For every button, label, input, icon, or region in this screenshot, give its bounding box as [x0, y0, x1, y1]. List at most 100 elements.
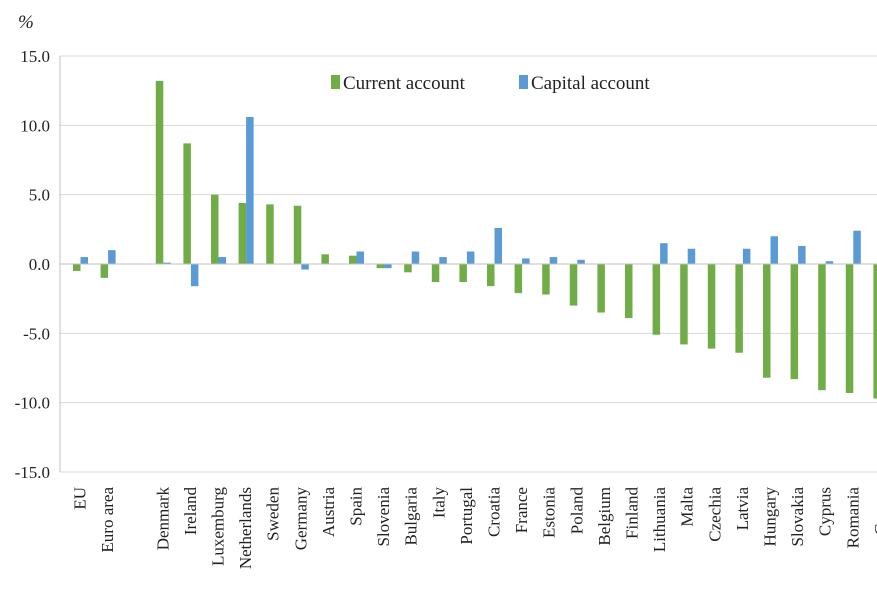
category-label-bulgaria: Bulgaria	[402, 487, 421, 546]
bar-current-account-malta	[680, 264, 688, 345]
bar-capital-account-denmark	[163, 262, 171, 264]
bar-current-account-france	[514, 264, 523, 294]
category-label-estonia: Estonia	[540, 487, 559, 538]
bar-current-account-poland	[569, 264, 578, 306]
bar-capital-account-lithuania	[660, 243, 668, 264]
category-label-portugal: Portugal	[457, 487, 476, 545]
category-label-france: France	[512, 487, 531, 533]
category-label-romania: Romania	[843, 487, 862, 549]
bar-capital-account-netherlands	[246, 117, 254, 264]
bars	[73, 80, 877, 399]
category-label-cyprus: Cyprus	[816, 487, 835, 536]
bar-capital-account-france	[522, 258, 530, 264]
category-label-lithuania: Lithuania	[650, 487, 669, 553]
bar-current-account-germany	[293, 205, 302, 264]
bar-current-account-greece	[873, 264, 877, 399]
y-tick-label: -5.0	[23, 324, 50, 343]
bar-current-account-latvia	[735, 264, 743, 353]
bar-capital-account-romania	[853, 230, 861, 264]
bar-current-account-belgium	[597, 264, 605, 313]
bar-current-account-spain	[349, 255, 357, 264]
category-label-spain: Spain	[347, 487, 366, 526]
category-label-luxemburg: Luxemburg	[209, 487, 228, 567]
category-label-italy: Italy	[429, 487, 448, 519]
category-label-denmark: Denmark	[153, 487, 172, 551]
category-label-hungary: Hungary	[761, 487, 780, 547]
category-label-slovakia: Slovakia	[788, 487, 807, 547]
category-label-belgium: Belgium	[595, 487, 614, 546]
y-axis-unit-label: %	[18, 12, 34, 33]
legend-swatch-capital-account	[519, 75, 528, 89]
bar-capital-account-malta	[687, 248, 696, 264]
gridlines	[60, 55, 877, 473]
bar-capital-account-slovenia	[384, 264, 392, 269]
bar-capital-account-croatia	[494, 227, 502, 264]
category-label-finland: Finland	[623, 487, 642, 539]
legend: Current account Capital account	[331, 73, 650, 94]
bar-capital-account-poland	[577, 259, 585, 264]
legend-label-capital-account: Capital account	[531, 73, 650, 94]
bar-capital-account-latvia	[742, 248, 751, 264]
category-label-germany: Germany	[291, 487, 310, 551]
y-tick-label: -10.0	[15, 394, 50, 413]
category-label-ireland: Ireland	[181, 487, 200, 536]
bar-current-account-sweden	[266, 204, 274, 264]
bar-current-account-italy	[431, 264, 440, 283]
category-label-latvia: Latvia	[733, 487, 752, 531]
axes	[59, 56, 877, 472]
bar-capital-account-hungary	[770, 236, 778, 264]
category-label-austria: Austria	[319, 487, 338, 538]
bar-current-account-finland	[625, 264, 633, 319]
y-tick-label: 15.0	[20, 47, 50, 66]
bar-current-account-luxemburg	[211, 194, 219, 264]
bar-capital-account-euro-area	[108, 250, 116, 264]
category-label-greece: Greece	[871, 487, 877, 535]
bar-capital-account-eu	[80, 257, 88, 264]
bar-current-account-netherlands	[238, 202, 247, 264]
category-label-malta: Malta	[678, 487, 697, 527]
bar-current-account-denmark	[155, 80, 164, 265]
bar-capital-account-cyprus	[825, 261, 834, 264]
bar-current-account-eu	[73, 264, 81, 271]
bar-current-account-estonia	[542, 264, 550, 295]
bar-capital-account-luxemburg	[218, 257, 226, 264]
bar-current-account-bulgaria	[404, 264, 412, 273]
labels: 15.0 10.0 5.0 0.0 -5.0 -10.0 -15.0 EU Euro area D…	[15, 47, 877, 569]
bar-capital-account-germany	[301, 264, 309, 270]
category-label-euro-area: Euro area	[98, 487, 117, 553]
bar-current-account-slovakia	[790, 264, 799, 380]
y-tick-label: -15.0	[15, 463, 50, 482]
bar-current-account-lithuania	[652, 264, 661, 335]
bar-current-account-austria	[321, 254, 329, 264]
bar-capital-account-italy	[439, 257, 447, 264]
bar-current-account-portugal	[459, 264, 467, 283]
category-label-sweden: Sweden	[264, 487, 283, 541]
bar-current-account-euro-area	[100, 264, 109, 278]
bar-current-account-czechia	[707, 264, 716, 349]
category-label-croatia: Croatia	[485, 487, 504, 537]
bar-capital-account-portugal	[466, 251, 475, 264]
bar-capital-account-slovakia	[798, 245, 806, 264]
category-label-poland: Poland	[567, 487, 586, 535]
legend-swatch-current-account	[331, 75, 340, 89]
bar-current-account-croatia	[487, 264, 495, 287]
bar-current-account-hungary	[763, 264, 771, 378]
bar-capital-account-bulgaria	[411, 251, 420, 264]
category-label-netherlands: Netherlands	[236, 487, 255, 569]
y-tick-label: 0.0	[29, 255, 50, 274]
category-label-slovenia: Slovenia	[374, 487, 393, 547]
bar-current-account-ireland	[183, 143, 191, 264]
category-label-czechia: Czechia	[705, 487, 724, 542]
y-tick-label: 10.0	[20, 116, 50, 135]
bar-capital-account-ireland	[190, 264, 199, 287]
bar-capital-account-estonia	[549, 257, 558, 264]
legend-label-current-account: Current account	[343, 73, 466, 94]
bar-capital-account-spain	[356, 251, 364, 264]
bar-current-account-cyprus	[818, 264, 826, 391]
bar-current-account-romania	[845, 264, 854, 393]
category-label-eu: EU	[71, 487, 90, 510]
bar-current-account-slovenia	[376, 264, 385, 269]
y-tick-label: 5.0	[29, 186, 50, 205]
